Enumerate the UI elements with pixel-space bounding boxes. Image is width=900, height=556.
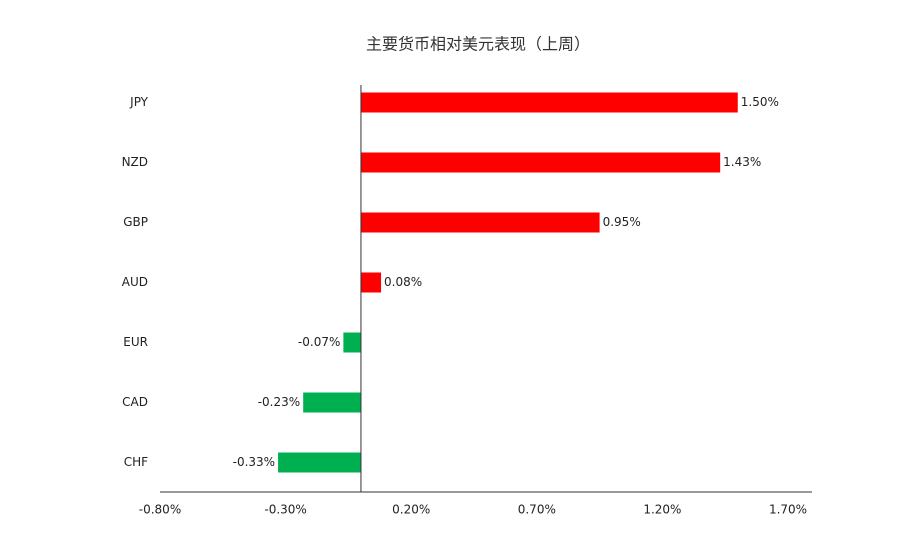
x-tick-label: -0.30% [264, 503, 306, 517]
y-tick-label: GBP [123, 215, 148, 229]
value-label: 0.95% [603, 215, 641, 229]
bar [360, 212, 600, 233]
y-tick-label: CHF [124, 455, 148, 469]
value-label: 1.43% [723, 155, 761, 169]
x-tick-label: -0.80% [139, 503, 181, 517]
y-tick-label: CAD [122, 395, 148, 409]
chart-title: 主要货币相对美元表现（上周） [366, 35, 590, 54]
y-tick-label: JPY [129, 95, 149, 109]
y-tick-label: NZD [122, 155, 148, 169]
value-label: 0.08% [384, 275, 422, 289]
value-label: -0.33% [233, 455, 275, 469]
bar [360, 92, 738, 113]
x-tick-label: 0.20% [392, 503, 430, 517]
value-label: 1.50% [741, 95, 779, 109]
y-tick-label: AUD [122, 275, 148, 289]
bar [303, 392, 361, 413]
value-label: -0.07% [298, 335, 340, 349]
x-tick-label: 1.20% [643, 503, 681, 517]
y-tick-label: EUR [123, 335, 148, 349]
x-tick-label: 1.70% [769, 503, 807, 517]
bar [360, 152, 721, 173]
bar [278, 452, 361, 473]
bar [343, 332, 361, 353]
x-tick-label: 0.70% [518, 503, 556, 517]
value-label: -0.23% [258, 395, 300, 409]
bar [360, 272, 382, 293]
